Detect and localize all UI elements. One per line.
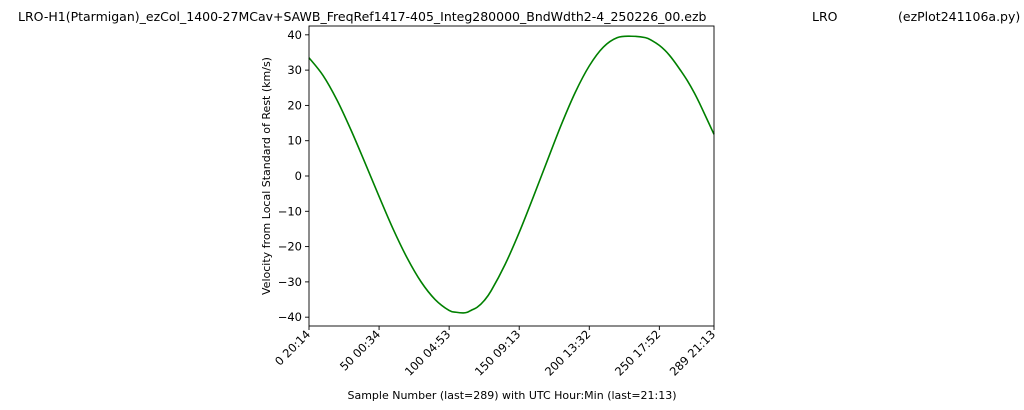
title-station: LRO [812,9,838,24]
y-tick-label: 10 [287,134,302,148]
x-axis-label: Sample Number (last=289) with UTC Hour:M… [347,389,676,402]
series-line-0 [308,35,715,314]
plot-area: 40 30 20 10 0 −10 −20 −30 −40 0 20:14 50 00:34 100 … [272,25,718,379]
y-axis-label: Velocity from Local Standard of Rest (km… [260,57,273,295]
title-file: LRO-H1(Ptarmigan)_ezCol_1400-27MCav+SAWB… [18,9,707,24]
y-tick-label: −30 [278,275,302,289]
x-tick-label: 289 21:13 [667,327,718,378]
x-tick-label: 150 09:13 [472,327,523,378]
y-tick-label: −40 [278,310,302,324]
x-tick-label: 200 13:32 [542,327,593,378]
x-tick-label: 100 04:53 [402,327,453,378]
x-tick-label: 50 00:34 [337,327,383,373]
y-tick-label: −10 [278,204,302,218]
y-tick-label: 30 [287,63,302,77]
y-tick-label: −20 [278,240,302,254]
x-tick-label: 0 20:14 [272,327,313,368]
title-program: (ezPlot241106a.py) [898,9,1020,24]
y-tick-label: 0 [295,169,302,183]
y-tick-label: 20 [287,98,302,112]
x-tick-label: 250 17:52 [612,327,663,378]
y-tick-label: 40 [287,28,302,42]
